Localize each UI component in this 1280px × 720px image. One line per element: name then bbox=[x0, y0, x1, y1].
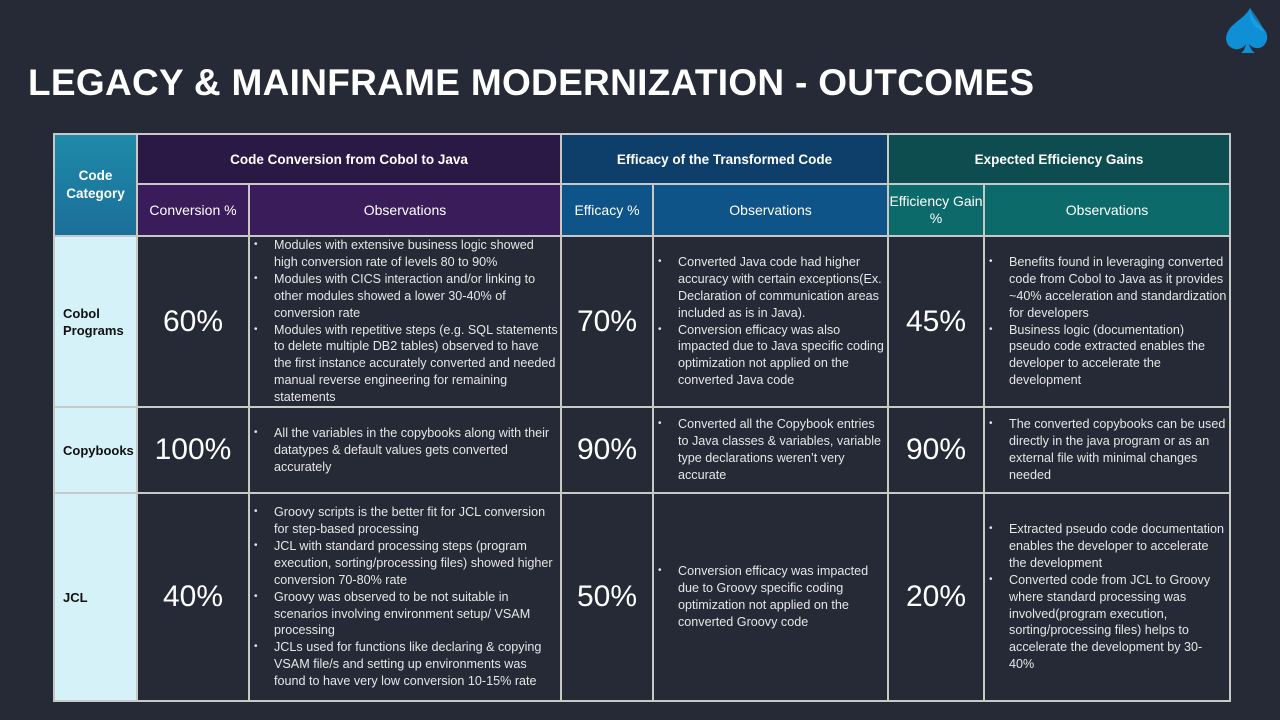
list-item: Conversion efficacy was impacted due to … bbox=[658, 563, 885, 631]
list-item: Modules with CICS interaction and/or lin… bbox=[254, 271, 558, 322]
table-row: Copybooks 100% All the variables in the … bbox=[53, 406, 1232, 495]
list-item: JCL with standard processing steps (prog… bbox=[254, 538, 558, 589]
conversion-observations: Groovy scripts is the better fit for JCL… bbox=[248, 492, 562, 703]
conversion-value: 40% bbox=[136, 492, 250, 703]
efficacy-observations: Converted all the Copybook entries to Ja… bbox=[651, 406, 890, 495]
list-item: Groovy was observed to be not suitable i… bbox=[254, 589, 558, 640]
list-item: Converted all the Copybook entries to Ja… bbox=[658, 416, 885, 484]
conversion-observations: All the variables in the copybooks along… bbox=[248, 406, 562, 495]
gain-observations: Benefits found in leveraging converted c… bbox=[983, 234, 1232, 409]
subheader-efficiency-gain-pct: Efficiency Gain % bbox=[887, 183, 986, 237]
list-item: Groovy scripts is the better fit for JCL… bbox=[254, 504, 558, 538]
gain-value: 90% bbox=[887, 406, 986, 495]
table-row: Cobol Programs 60% Modules with extensiv… bbox=[53, 234, 1232, 409]
gain-observations: The converted copybooks can be used dire… bbox=[983, 406, 1232, 495]
group-header-row: Code Category Code Conversion from Cobol… bbox=[53, 133, 1232, 237]
list-item: Converted Java code had higher accuracy … bbox=[658, 254, 885, 322]
group-header-efficiency-gains: Expected Efficiency Gains bbox=[887, 133, 1232, 185]
list-item: The converted copybooks can be used dire… bbox=[989, 416, 1227, 484]
subheader-observations: Observations bbox=[248, 183, 562, 237]
efficacy-value: 70% bbox=[560, 234, 654, 409]
efficacy-observations: Conversion efficacy was impacted due to … bbox=[651, 492, 890, 703]
list-item: Conversion efficacy was also impacted du… bbox=[658, 322, 885, 390]
list-item: Benefits found in leveraging converted c… bbox=[989, 254, 1227, 322]
page-title: LEGACY & MAINFRAME MODERNIZATION - OUTCO… bbox=[28, 62, 1035, 103]
list-item: JCLs used for functions like declaring &… bbox=[254, 639, 558, 690]
list-item: Extracted pseudo code documentation enab… bbox=[989, 521, 1227, 572]
gain-value: 20% bbox=[887, 492, 986, 703]
efficacy-observations: Converted Java code had higher accuracy … bbox=[651, 234, 890, 409]
subheader-observations: Observations bbox=[983, 183, 1232, 237]
outcomes-table: Code Category Code Conversion from Cobol… bbox=[53, 133, 1232, 703]
spade-logo-icon bbox=[1226, 8, 1268, 53]
efficacy-value: 90% bbox=[560, 406, 654, 495]
list-item: Modules with extensive business logic sh… bbox=[254, 237, 558, 271]
category-cell: Copybooks bbox=[53, 406, 138, 495]
list-item: Converted code from JCL to Groovy where … bbox=[989, 572, 1227, 673]
code-category-header: Code Category bbox=[53, 133, 138, 237]
list-item: All the variables in the copybooks along… bbox=[254, 425, 558, 476]
conversion-observations: Modules with extensive business logic sh… bbox=[248, 234, 562, 409]
table-row: JCL 40% Groovy scripts is the better fit… bbox=[53, 492, 1232, 703]
gain-value: 45% bbox=[887, 234, 986, 409]
group-header-efficacy: Efficacy of the Transformed Code bbox=[559, 133, 890, 185]
list-item: Business logic (documentation) pseudo co… bbox=[989, 322, 1227, 390]
category-cell: JCL bbox=[53, 492, 138, 703]
conversion-value: 60% bbox=[136, 234, 250, 409]
efficacy-value: 50% bbox=[560, 492, 654, 703]
gain-observations: Extracted pseudo code documentation enab… bbox=[983, 492, 1232, 703]
subheader-efficacy-pct: Efficacy % bbox=[560, 183, 654, 237]
group-header-code-conversion: Code Conversion from Cobol to Java bbox=[136, 133, 562, 185]
conversion-value: 100% bbox=[136, 406, 250, 495]
list-item: Modules with repetitive steps (e.g. SQL … bbox=[254, 322, 558, 407]
category-cell: Cobol Programs bbox=[53, 234, 138, 409]
subheader-row: Conversion % Observations Efficacy % Obs… bbox=[54, 183, 1232, 237]
subheader-observations: Observations bbox=[651, 183, 890, 237]
subheader-conversion-pct: Conversion % bbox=[136, 183, 250, 237]
